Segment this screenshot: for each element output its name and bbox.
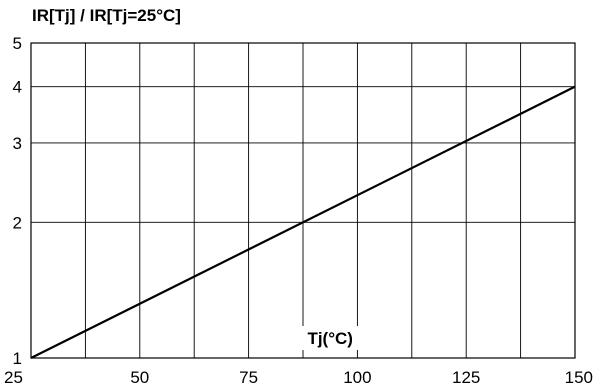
y-tick-label: 4 [13,78,22,97]
x-axis-label-background [294,326,367,350]
series-group [30,85,576,359]
x-tick-label: 50 [130,368,149,387]
y-tick-labels: 1 2 3 4 5 [13,34,22,368]
series-line-0 [30,85,576,359]
x-tick-label: 75 [239,368,258,387]
y-tick-label: 1 [13,349,22,368]
x-tick-label: 100 [343,368,371,387]
y-tick-label: 5 [13,34,22,53]
x-tick-label: 125 [452,368,480,387]
x-axis-label: Tj(°C) [307,329,353,348]
x-tick-labels: 25 50 75 100 125 150 [4,368,593,387]
grid-lines [31,43,575,358]
x-tick-label: 25 [4,368,23,387]
x-tick-label: 150 [565,368,593,387]
plot-frame [30,42,576,359]
y-tick-label: 3 [13,134,22,153]
y-tick-label: 2 [13,213,22,232]
y-axis-label: IR[Tj] / IR[Tj=25°C] [32,6,181,25]
